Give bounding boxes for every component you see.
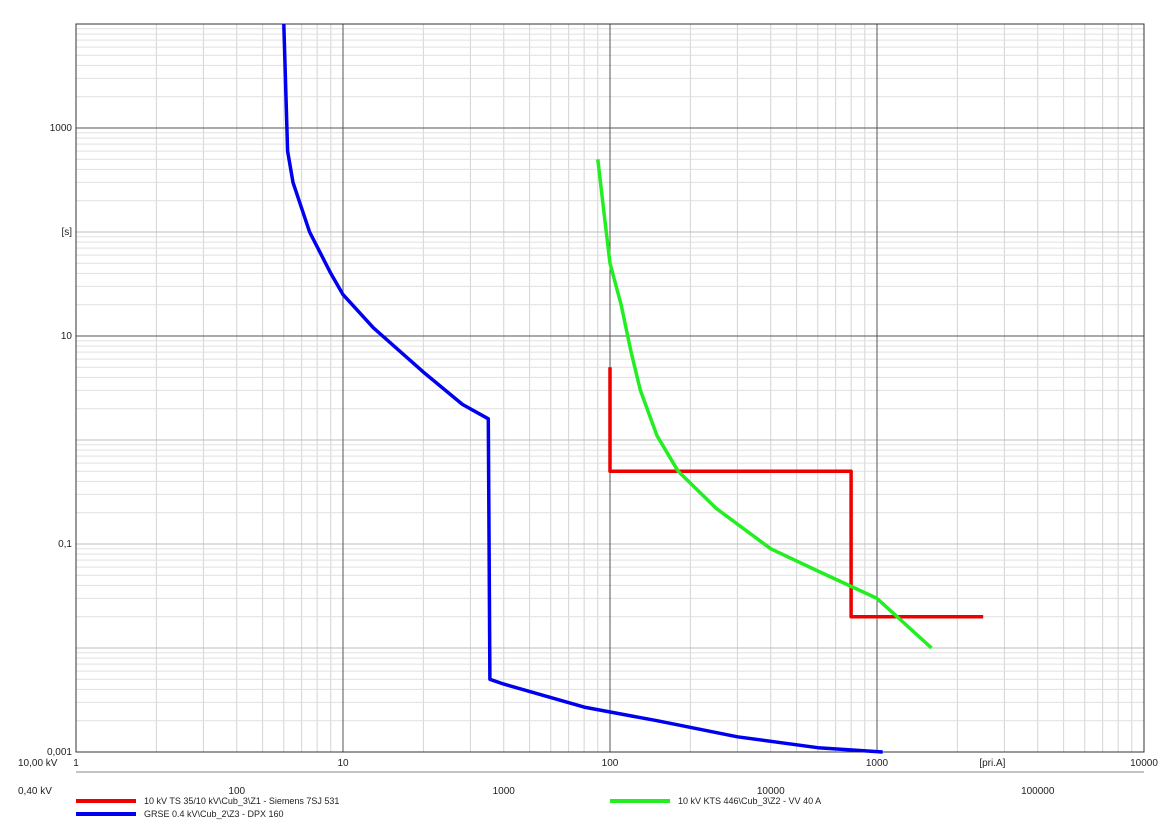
x-tick-label: 100 [228, 786, 245, 797]
x-tick-label: 10000 [757, 786, 785, 797]
series-line-2 [596, 159, 933, 650]
legend-label: GRSE 0.4 kV\Cub_2\Z3 - DPX 160 [144, 809, 284, 819]
y-unit-label: [s] [61, 227, 72, 238]
x-tick-label: 1000 [493, 786, 516, 797]
series-lines [282, 23, 984, 754]
legend-label: 10 kV TS 35/10 kV\Cub_3\Z1 - Siemens 7SJ… [144, 796, 339, 806]
plot-frame [75, 23, 1145, 753]
series-line-3 [282, 23, 883, 754]
y-tick-label: 1000 [50, 123, 73, 134]
x-tick-label: 1000 [866, 758, 889, 769]
y-tick-label: 0,001 [47, 747, 72, 758]
voltage-label: 10,00 kV [18, 758, 58, 769]
y-tick-label: 0,1 [58, 539, 72, 550]
x-tick-label: 1 [73, 758, 79, 769]
y-tick-label: 10 [61, 331, 73, 342]
y-axis-ticks: 1000 10 0,1 0,001 [47, 123, 72, 758]
legend: 10 kV TS 35/10 kV\Cub_3\Z1 - Siemens 7SJ… [76, 796, 821, 819]
x-tick-label: 100000 [1021, 786, 1055, 797]
legend-label: 10 kV KTS 446\Cub_3\Z2 - VV 40 A [678, 796, 821, 806]
voltage-label: 0,40 kV [18, 786, 52, 797]
x-tick-label: 10 [337, 758, 349, 769]
x-voltage-axes: 10,00 kV 1 10 100 1000 10000 0,40 kV 100 1000 100… [18, 758, 1158, 797]
x-tick-label: 10000 [1130, 758, 1158, 769]
x-tick-label: 100 [602, 758, 619, 769]
x-unit-label: [pri.A] [979, 758, 1005, 769]
